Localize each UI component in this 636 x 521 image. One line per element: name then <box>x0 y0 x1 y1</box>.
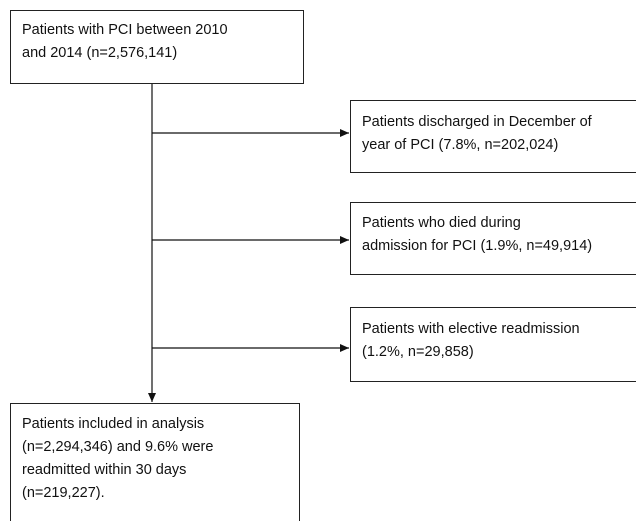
node-text: (n=2,294,346) and 9.6% were <box>22 439 213 455</box>
box-excluded-died <box>350 202 636 275</box>
node-text: Patients included in analysis <box>22 416 204 432</box>
box-included <box>10 403 300 521</box>
box-excluded-december <box>350 100 636 173</box>
node-text: Patients with elective readmission <box>362 321 580 337</box>
labels: Patients with PCI between 2010 and 2014 (… <box>22 22 593 501</box>
node-text: year of PCI (7.8%, n=202,024) <box>362 137 558 153</box>
node-text: and 2014 (n=2,576,141) <box>22 45 177 61</box>
node-text: admission for PCI (1.9%, n=49,914) <box>362 238 592 254</box>
node-text: (1.2%, n=29,858) <box>362 344 474 360</box>
node-text: readmitted within 30 days <box>22 462 186 478</box>
node-text: Patients who died during <box>362 215 521 231</box>
node-text: (n=219,227). <box>22 485 105 501</box>
node-text: Patients with PCI between 2010 <box>22 22 228 38</box>
box-start <box>10 10 304 84</box>
box-excluded-elective <box>350 307 636 382</box>
node-text: Patients discharged in December of <box>362 114 593 130</box>
